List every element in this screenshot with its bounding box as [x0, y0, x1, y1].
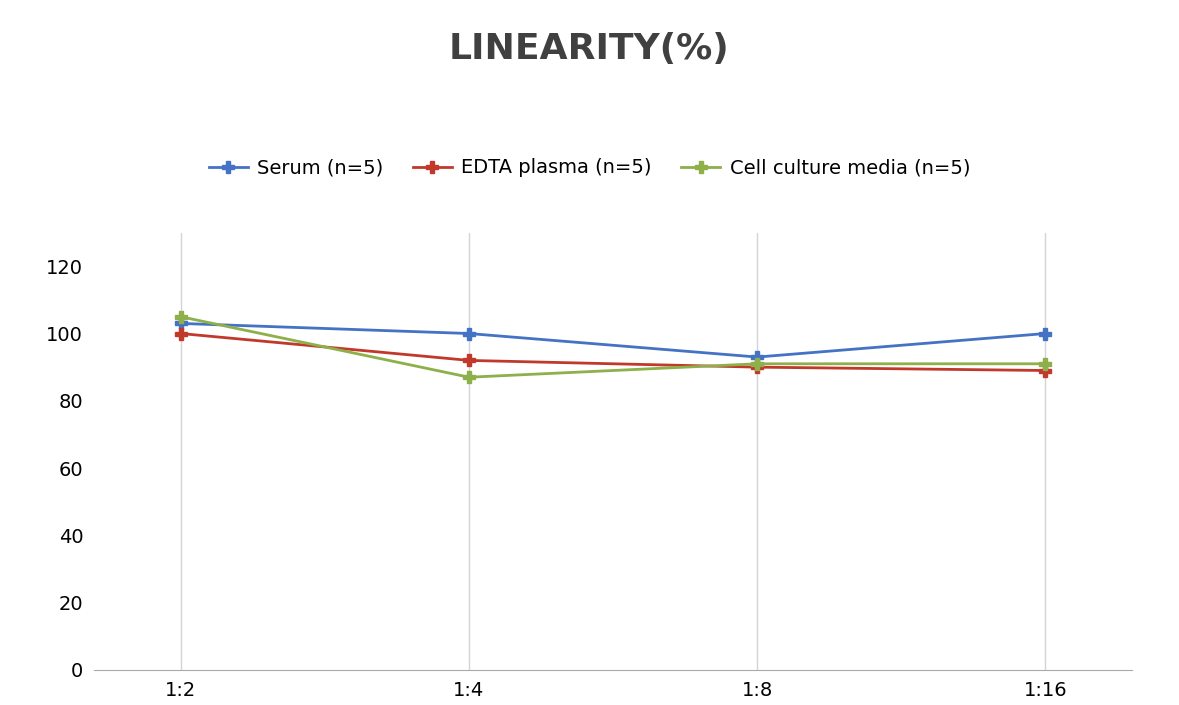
Serum (n=5): [1039, 329, 1053, 338]
Cell culture media (n=5): [1039, 360, 1053, 368]
Cell culture media (n=5): [462, 373, 476, 381]
Line: Cell culture media (n=5): Cell culture media (n=5): [174, 310, 1052, 384]
Text: LINEARITY(%): LINEARITY(%): [449, 32, 730, 66]
EDTA plasma (n=5): [462, 356, 476, 364]
Serum (n=5): [750, 352, 764, 361]
Line: Serum (n=5): Serum (n=5): [174, 317, 1052, 363]
Serum (n=5): [173, 319, 187, 328]
EDTA plasma (n=5): [173, 329, 187, 338]
Cell culture media (n=5): [173, 312, 187, 321]
EDTA plasma (n=5): [1039, 367, 1053, 375]
Serum (n=5): [462, 329, 476, 338]
Legend: Serum (n=5), EDTA plasma (n=5), Cell culture media (n=5): Serum (n=5), EDTA plasma (n=5), Cell cul…: [200, 151, 979, 185]
EDTA plasma (n=5): [750, 363, 764, 372]
Cell culture media (n=5): [750, 360, 764, 368]
Line: EDTA plasma (n=5): EDTA plasma (n=5): [174, 327, 1052, 376]
